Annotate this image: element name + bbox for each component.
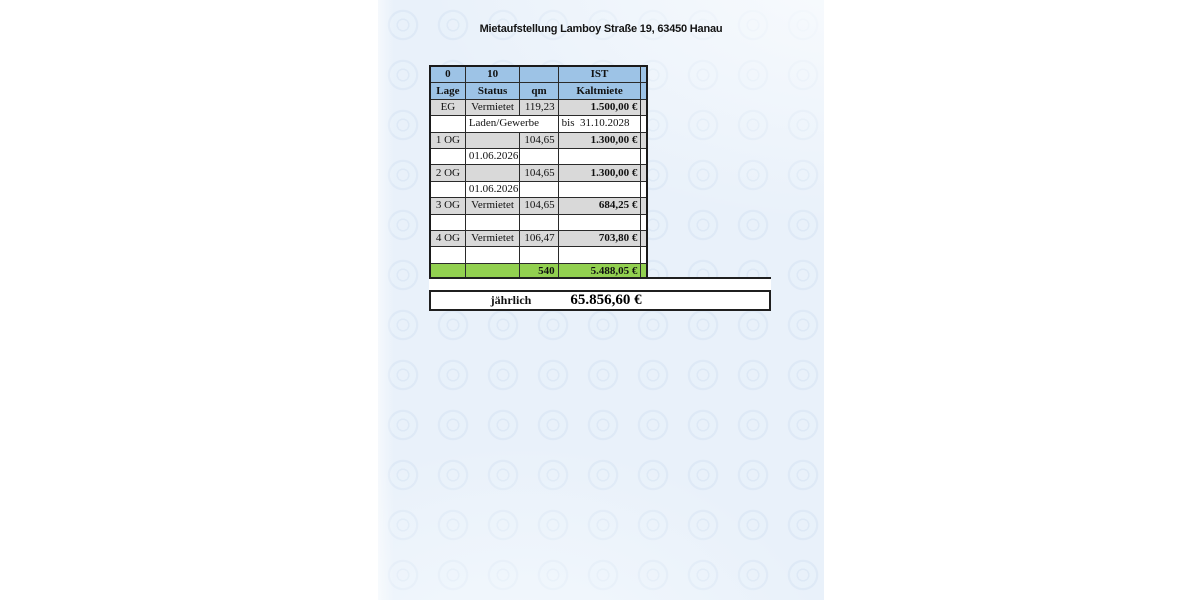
table-cell: 4 OG <box>429 229 466 248</box>
table-cell: EG <box>429 98 466 117</box>
annual-total-box: jährlich 65.856,60 € <box>429 290 771 311</box>
table-row: 2 OG 104,65 1.300,00 € <box>429 164 648 182</box>
table-cell: Vermietet <box>464 229 521 248</box>
table-cell <box>429 180 466 199</box>
table-cell: qm <box>519 82 559 100</box>
table-row: 1 OG 104,65 1.300,00 € <box>429 131 648 149</box>
table-cell <box>557 246 642 264</box>
table-spacer-cell <box>640 229 648 248</box>
table-cell <box>519 246 559 264</box>
table-cell: 540 <box>519 262 559 281</box>
table-cell: 01.06.2026 <box>464 147 521 166</box>
table-cell <box>429 213 466 231</box>
table-cell <box>557 147 642 166</box>
table-row: 540 5.488,05 € <box>429 262 648 281</box>
table-row: Lage Status qm Kaltmiete <box>429 82 648 100</box>
table-cell <box>519 180 559 199</box>
table-row: EG Vermietet 119,23 1.500,00 € <box>429 98 648 117</box>
table-spacer-cell <box>640 164 648 182</box>
table-cell: 104,65 <box>519 197 559 215</box>
table-row: 4 OG Vermietet 106,47 703,80 € <box>429 229 648 248</box>
table-row <box>429 213 648 231</box>
table-cell: Vermietet <box>464 98 521 117</box>
table-spacer-cell <box>640 131 648 149</box>
table-cell <box>557 213 642 231</box>
table-cell <box>519 147 559 166</box>
table-cell: Lage <box>429 82 466 100</box>
table-cell: 104,65 <box>519 131 559 149</box>
table-cell <box>519 213 559 231</box>
table-row: Laden/Gewerbe bis 31.10.2028 <box>429 115 648 133</box>
table-cell <box>464 262 521 281</box>
annual-total-label: jährlich <box>490 293 532 307</box>
table-cell: 119,23 <box>519 98 559 117</box>
table-spacer-cell <box>640 115 648 133</box>
table-cell: 01.06.2026 <box>464 180 521 199</box>
table-cell: 2 OG <box>429 164 466 182</box>
table-cell: Status <box>464 82 521 100</box>
table-cell <box>519 65 559 84</box>
table-spacer-cell <box>640 213 648 231</box>
table-cell: 10 <box>464 65 521 84</box>
table-cell <box>429 147 466 166</box>
table-cell <box>429 115 466 133</box>
table-cell: 0 <box>429 65 466 84</box>
table-cell: 106,47 <box>519 229 559 248</box>
summary-spacer <box>429 277 771 290</box>
table-cell: 3 OG <box>429 197 466 215</box>
table-spacer-cell <box>640 65 648 84</box>
document-title: Mietaufstellung Lamboy Straße 19, 63450 … <box>479 23 723 35</box>
table-spacer-cell <box>640 82 648 100</box>
table-spacer-cell <box>640 147 648 166</box>
table-row: 01.06.2026 <box>429 147 648 166</box>
table-cell: bis 31.10.2028 <box>557 115 642 133</box>
table-cell: 703,80 € <box>557 229 642 248</box>
rent-table-body: 0 10 IST Lage Status qm Kaltmiete EG Vermietet 11… <box>429 65 648 281</box>
table-cell: 104,65 <box>519 164 559 182</box>
table-cell: 684,25 € <box>557 197 642 215</box>
table-spacer-cell <box>640 98 648 117</box>
table-cell <box>557 180 642 199</box>
table-cell: 1.300,00 € <box>557 131 642 149</box>
table-spacer-cell <box>640 246 648 264</box>
table-row: 0 10 IST <box>429 65 648 84</box>
table-spacer-cell <box>640 180 648 199</box>
table-cell <box>464 131 521 149</box>
table-cell: 1.500,00 € <box>557 98 642 117</box>
annual-total-value: 65.856,60 € <box>570 292 642 308</box>
table-cell: IST <box>557 65 642 84</box>
table-spacer-cell <box>640 197 648 215</box>
table-row: 01.06.2026 <box>429 180 648 199</box>
table-cell <box>429 246 466 264</box>
table-cell: 5.488,05 € <box>557 262 642 281</box>
rent-table: 0 10 IST Lage Status qm Kaltmiete EG Vermietet 11… <box>429 65 648 282</box>
table-cell: Kaltmiete <box>557 82 642 100</box>
table-cell: Vermietet <box>464 197 521 215</box>
table-cell: 1 OG <box>429 131 466 149</box>
table-cell <box>464 246 521 264</box>
table-row <box>429 246 648 264</box>
table-cell: 1.300,00 € <box>557 164 642 182</box>
table-row: 3 OG Vermietet 104,65 684,25 € <box>429 197 648 215</box>
table-cell <box>464 213 521 231</box>
table-cell: Laden/Gewerbe <box>464 115 559 133</box>
table-cell <box>464 164 521 182</box>
